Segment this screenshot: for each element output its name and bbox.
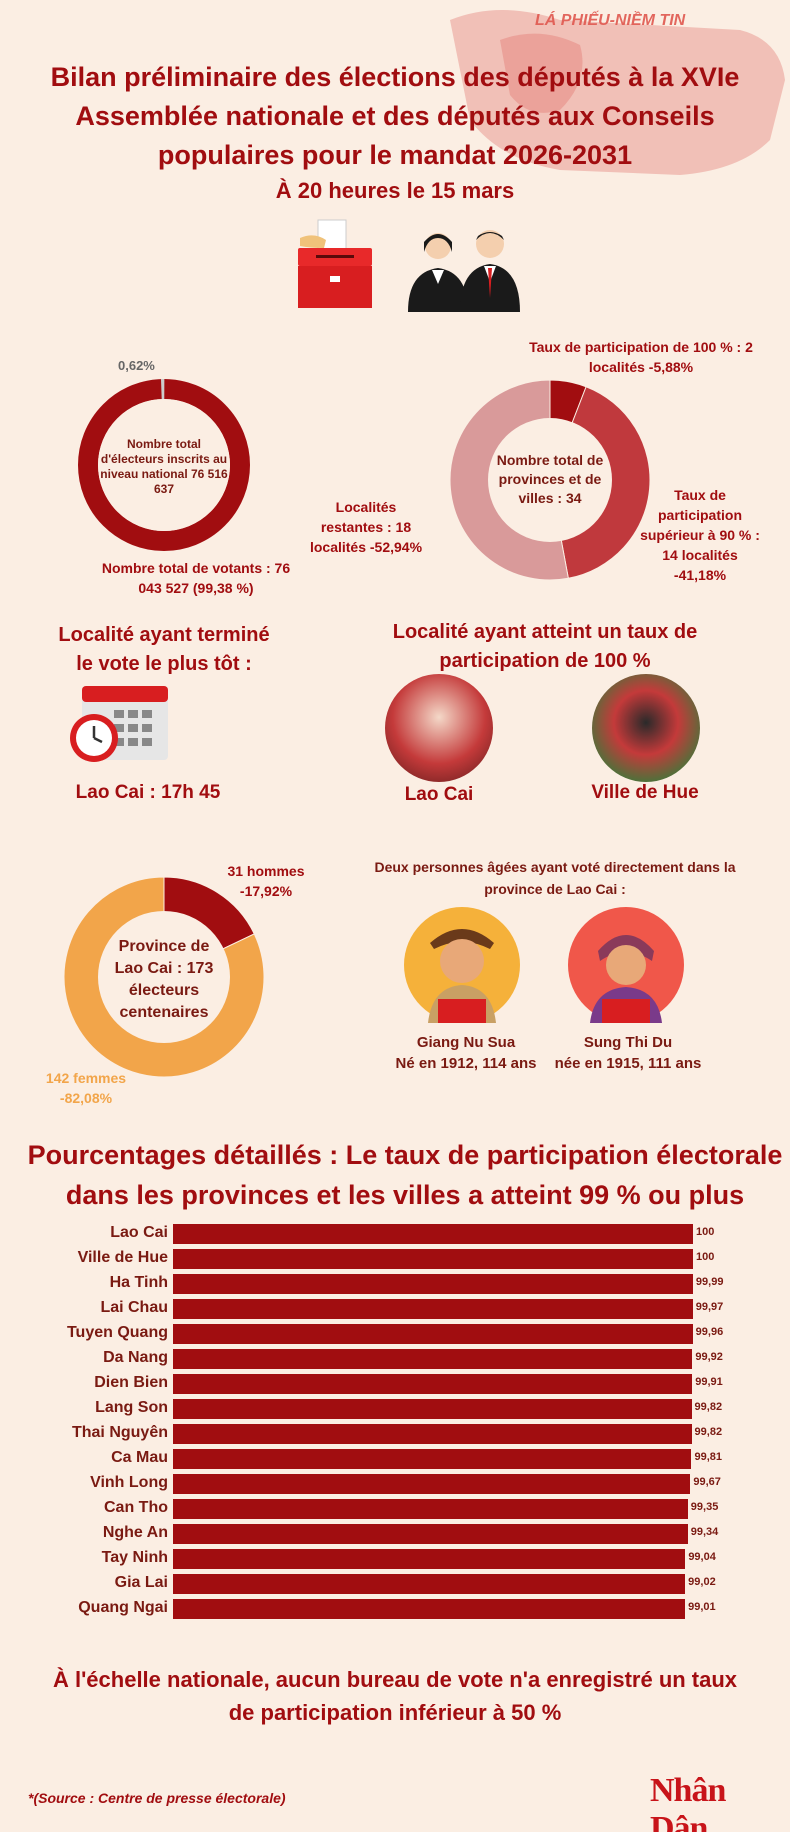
centenarians-women-label: 142 femmes -82,08% [45, 1070, 127, 1106]
bar-value-label: 99,96 [695, 1326, 724, 1338]
source-note: *(Source : Centre de presse électorale) [28, 1790, 286, 1806]
bar [173, 1574, 686, 1594]
bar [173, 1549, 686, 1569]
bar [173, 1324, 693, 1344]
bar-label: Dien Bien [94, 1374, 168, 1391]
bar [173, 1599, 686, 1619]
bar [173, 1274, 693, 1294]
bar [173, 1474, 691, 1494]
elders-title: Deux personnes âgées ayant voté directem… [374, 859, 736, 897]
bar [173, 1399, 692, 1419]
voters-total-label: Nombre total de votants : 76 043 527 (99… [101, 560, 291, 596]
bar-value-label: 99,82 [694, 1426, 723, 1438]
lao-cai-photo [385, 674, 493, 782]
bar-chart-title: Pourcentages détaillés : Le taux de part… [27, 1140, 783, 1210]
provinces-donut-center: Nombre total de provinces et de villes :… [496, 452, 604, 506]
bar-label: Lao Cai [110, 1224, 168, 1241]
bar [173, 1224, 693, 1244]
bar-label: Quang Ngai [78, 1599, 168, 1616]
bar-value-label: 99,81 [694, 1451, 722, 1463]
bar-value-label: 99,82 [694, 1401, 723, 1413]
nhan-dan-logo: Nhân Dân [650, 1772, 726, 1832]
elder-1-detail: Né en 1912, 114 ans [395, 1055, 537, 1072]
bar-label: Can Tho [104, 1499, 168, 1516]
bar [173, 1349, 693, 1369]
bar-value-label: 99,99 [695, 1276, 724, 1288]
page-title: Bilan préliminaire des élections des dép… [50, 62, 740, 170]
bar-value-label: 100 [696, 1251, 715, 1263]
elder-2: Sung Thi Du née en 1915, 111 ans [546, 1032, 710, 1074]
hue-photo [592, 674, 700, 782]
bar-label: Vinh Long [90, 1474, 168, 1491]
bar-label: Lang Son [95, 1399, 168, 1416]
bar-label: Nghe An [102, 1524, 168, 1541]
earliest-value: Lao Cai : 17h 45 [75, 782, 221, 803]
bar-value-label: 99,67 [693, 1476, 721, 1488]
voters-donut-chart [77, 379, 250, 552]
ballot-dove-banner: LÁ PHIẾU-NIỀM TIN [450, 10, 785, 175]
bar-label: Da Nang [103, 1349, 168, 1366]
full-place-2: Ville de Hue [591, 782, 699, 803]
bar-value-label: 99,97 [695, 1301, 724, 1313]
provinces-donut-chart [449, 379, 651, 581]
bar-value-label: 99,02 [688, 1576, 716, 1588]
elder-man-illustration [404, 907, 520, 1023]
bar [173, 1374, 693, 1394]
bar [173, 1299, 693, 1319]
elder-1-name: Giang Nu Sua [416, 1034, 516, 1051]
bar [173, 1449, 692, 1469]
bar-value-label: 99,04 [688, 1551, 716, 1563]
bar-label: Tuyen Quang [66, 1324, 168, 1341]
bar-label: Tay Ninh [101, 1549, 168, 1566]
provinces-100-label: Taux de participation de 100 % : 2 local… [529, 339, 753, 375]
centenarians-men-label: 31 hommes -17,92% [227, 863, 305, 899]
bar-value-label: 99,92 [695, 1351, 723, 1363]
bar-value-label: 99,34 [690, 1526, 719, 1538]
earliest-title: Localité ayant terminé le vote le plus t… [58, 624, 270, 675]
bar-value-label: 99,01 [688, 1601, 716, 1613]
bar [173, 1524, 688, 1544]
elder-2-name: Sung Thi Du [583, 1034, 673, 1051]
bar-label: Ville de Hue [77, 1249, 168, 1266]
bar-label: Gia Lai [114, 1574, 168, 1591]
banner-stamp-text: LÁ PHIẾU-NIỀM TIN [535, 10, 686, 29]
bar-label: Ha Tinh [109, 1274, 168, 1291]
centenarians-donut-chart [63, 876, 265, 1078]
bar [173, 1424, 692, 1444]
candidates-icon [408, 230, 520, 312]
not-voted-slice [77, 379, 250, 552]
ballot-box-icon [298, 219, 372, 308]
elder-2-detail: née en 1915, 111 ans [554, 1055, 702, 1072]
bar [173, 1499, 688, 1519]
bar-label: Thai Nguyên [71, 1424, 168, 1441]
not-voted-percent: 0,62% [118, 358, 155, 373]
full-place-1: Lao Cai [404, 784, 474, 805]
bar-value-label: 99,35 [690, 1501, 719, 1513]
provinces-rest-label: Localités restantes : 18 localités -52,9… [309, 499, 423, 555]
provinces-90-label: Taux de participation supérieur à 90 % :… [640, 487, 760, 583]
national-note: À l'échelle nationale, aucun bureau de v… [52, 1667, 738, 1725]
centenarians-center: Province de Lao Cai : 173 électeurs cent… [114, 938, 214, 1021]
bar [173, 1249, 693, 1269]
elder-1: Giang Nu Sua Né en 1912, 114 ans [388, 1032, 544, 1074]
voters-donut-center: Nombre total d'électeurs inscrits au niv… [100, 437, 228, 496]
participation-bar-chart: Lao Cai 100 Ville de Hue 100 Ha Tinh 99,99 Lai… [0, 1222, 790, 1622]
bar-label: Lai Chau [100, 1299, 168, 1316]
elder-woman-illustration [568, 907, 684, 1023]
bar-value-label: 99,91 [695, 1376, 723, 1388]
full-participation-title: Localité ayant atteint un taux de partic… [392, 621, 698, 672]
bar-value-label: 100 [696, 1226, 715, 1238]
time-subtitle: À 20 heures le 15 mars [275, 178, 515, 203]
bar-label: Ca Mau [111, 1449, 168, 1466]
calendar-clock-icon [70, 686, 168, 762]
